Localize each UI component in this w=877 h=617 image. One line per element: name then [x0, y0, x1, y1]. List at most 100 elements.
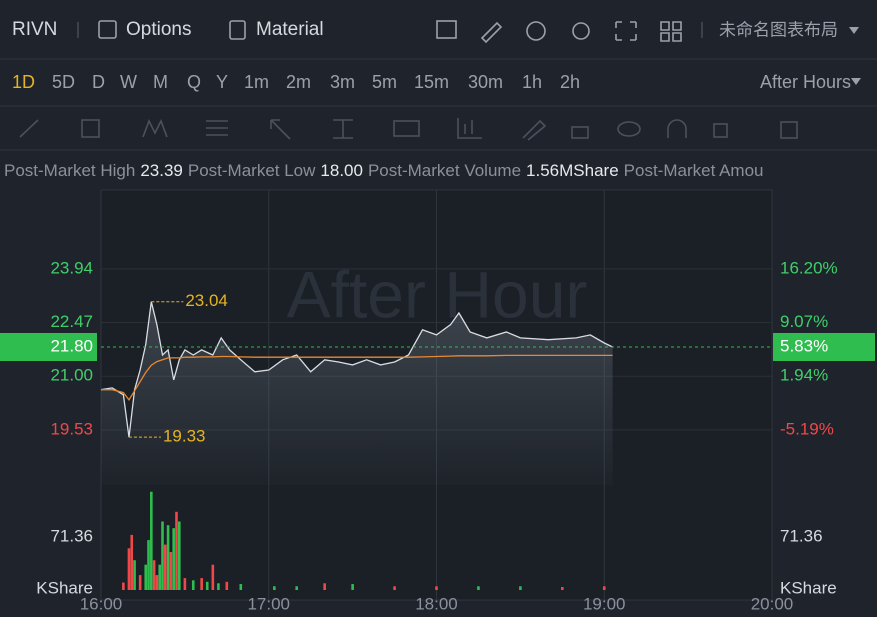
stat-value: 1.56MShare [526, 161, 619, 180]
volume-bar [191, 580, 195, 590]
x-tick-label: 18:00 [415, 594, 458, 613]
volume-bar [172, 528, 175, 590]
stat-label: Post-Market Volume [368, 161, 521, 180]
stat-label: Post-Market Low [188, 161, 316, 180]
volume-bar [519, 586, 522, 590]
fullscreen-icon[interactable] [615, 21, 637, 41]
interval-button[interactable]: 1h [522, 72, 542, 92]
last-pct-box [773, 332, 875, 361]
volume-bar [239, 584, 243, 590]
annotation-label: 23.04 [185, 291, 228, 310]
options-icon[interactable] [98, 20, 117, 39]
tool-icon[interactable] [81, 119, 100, 138]
y-tick-label: 22.47 [50, 312, 93, 331]
tool-icon[interactable] [667, 119, 687, 138]
tool-icon[interactable] [713, 123, 728, 138]
interval-button[interactable]: 5m [372, 72, 397, 92]
layout-name[interactable]: 未命名图表布局 [719, 20, 838, 39]
tool-icon[interactable] [617, 121, 641, 137]
settings-icon[interactable] [572, 22, 590, 40]
volume-bar [351, 584, 354, 590]
layout-icon[interactable] [660, 21, 682, 42]
material-button[interactable]: Material [256, 19, 324, 40]
draw-icon[interactable] [480, 21, 503, 44]
stat-value: 23.39 [140, 161, 183, 180]
y-tick-label: 19.53 [50, 419, 93, 438]
tool-icon[interactable] [333, 119, 353, 139]
volume-bar [477, 586, 480, 590]
volume-tick-label: 71.36 [780, 526, 823, 545]
interval-button[interactable]: Y [216, 72, 228, 92]
y-tick-label: 21.00 [50, 366, 93, 385]
volume-bar [217, 583, 220, 590]
volume-bar [130, 534, 134, 590]
interval-button[interactable]: D [92, 72, 105, 92]
volume-bar [127, 548, 131, 590]
volume-unit: KShare [36, 578, 93, 597]
volume-bar [205, 581, 209, 590]
x-tick-label: 16:00 [80, 594, 123, 613]
tool-icon[interactable] [571, 126, 589, 139]
volume-bar [602, 586, 606, 590]
reset-icon[interactable] [526, 21, 546, 41]
stat-label: Post-Market Amou [624, 161, 764, 180]
x-tick-label: 20:00 [751, 594, 794, 613]
stat-value: 18.00 [320, 161, 363, 180]
tool-icon[interactable] [457, 118, 482, 139]
annotation-label: 19.33 [163, 427, 206, 446]
tool-icon[interactable] [142, 119, 168, 138]
interval-button[interactable]: 2m [286, 72, 311, 92]
volume-bar [225, 581, 229, 590]
stat-label: Post-Market High [4, 161, 135, 180]
indicator-icon[interactable] [436, 20, 457, 39]
tool-icon[interactable] [206, 120, 228, 136]
interval-button[interactable]: 2h [560, 72, 580, 92]
volume-bar [169, 552, 173, 590]
x-tick-label: 17:00 [247, 594, 290, 613]
volume-bar [211, 564, 215, 590]
volume-bar [295, 586, 299, 590]
y2-tick-label: -5.19% [780, 419, 834, 438]
interval-button[interactable]: Q [187, 72, 201, 92]
last-price-box [0, 332, 97, 361]
dropdown-arrow[interactable] [851, 78, 861, 85]
y-tick-label: 23.94 [50, 258, 93, 277]
interval-button[interactable]: 15m [414, 72, 449, 92]
options-button[interactable]: Options [126, 19, 191, 40]
volume-bar [166, 525, 170, 590]
volume-bar [144, 564, 148, 590]
volume-bar [147, 540, 150, 590]
tool-icon[interactable] [19, 119, 39, 138]
tool-icon[interactable] [522, 119, 547, 141]
interval-button[interactable]: 3m [330, 72, 355, 92]
top-icons [436, 20, 682, 44]
interval-button[interactable]: 30m [468, 72, 503, 92]
symbol[interactable]: RIVN [12, 19, 57, 40]
material-icon[interactable] [229, 20, 246, 40]
last-pct-label: 5.83% [780, 336, 828, 355]
x-tick-label: 19:00 [583, 594, 626, 613]
volume-bar [393, 586, 396, 590]
tool-icon[interactable] [270, 119, 291, 140]
interval-button[interactable]: M [153, 72, 168, 92]
stats-row: Post-Market High 23.39 Post-Market Low 18.0… [4, 161, 763, 180]
average-line [101, 354, 613, 402]
volume-bar [152, 560, 156, 590]
volume-bar [175, 511, 178, 590]
volume-bar [138, 575, 142, 590]
volume-bar [133, 560, 136, 590]
dropdown-arrow[interactable] [849, 27, 859, 34]
session-select[interactable]: After Hours [760, 72, 851, 92]
tool-icon[interactable] [780, 121, 798, 139]
volume-bar [435, 586, 438, 590]
interval-button[interactable]: W [120, 72, 137, 92]
price-line [100, 301, 613, 438]
interval-button[interactable]: 1m [244, 72, 269, 92]
interval-button[interactable]: 1D [12, 72, 35, 92]
interval-button[interactable]: 5D [52, 72, 75, 92]
volume-bar [273, 586, 276, 590]
last-price-label: 21.80 [50, 336, 93, 355]
tool-icon[interactable] [393, 120, 420, 137]
